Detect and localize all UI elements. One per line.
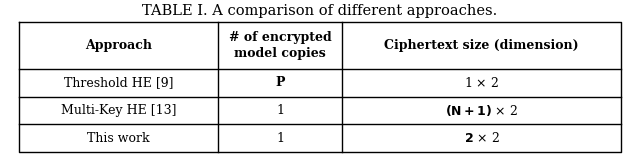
Text: Threshold HE [9]: Threshold HE [9] [63,76,173,89]
Text: Approach: Approach [85,39,152,52]
Text: # of encrypted
model copies: # of encrypted model copies [228,31,332,60]
Text: Multi-Key HE [13]: Multi-Key HE [13] [61,104,176,117]
Text: 1 $\times$ 2: 1 $\times$ 2 [464,76,499,90]
Text: $\bf{(N+1)}$ $\times$ 2: $\bf{(N+1)}$ $\times$ 2 [445,103,518,118]
Text: $\bf{2}$ $\times$ 2: $\bf{2}$ $\times$ 2 [464,131,499,145]
Text: Ciphertext size (dimension): Ciphertext size (dimension) [384,39,579,52]
Text: This work: This work [87,132,150,145]
Text: P: P [275,76,285,89]
Text: 1: 1 [276,104,284,117]
Text: TABLE I. A comparison of different approaches.: TABLE I. A comparison of different appro… [142,4,498,18]
Text: 1: 1 [276,132,284,145]
